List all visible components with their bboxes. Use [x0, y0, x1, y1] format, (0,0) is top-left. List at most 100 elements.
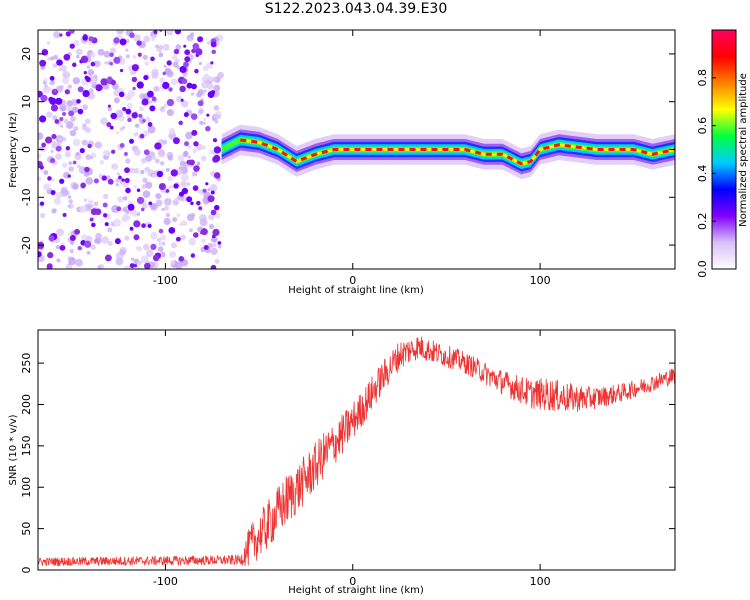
noise-cell-strong: [173, 48, 180, 55]
noise-cell: [90, 81, 95, 86]
noise-cell-strong: [211, 49, 217, 55]
noise-cell: [113, 218, 122, 227]
noise-cell-strong: [151, 96, 157, 102]
noise-cell: [144, 116, 151, 123]
noise-cell: [100, 117, 108, 126]
noise-cell: [145, 181, 153, 189]
noise-cell-strong: [59, 33, 63, 37]
noise-cell: [140, 169, 145, 175]
noise-cell: [175, 44, 182, 51]
noise-cell: [88, 199, 94, 205]
noise-cell-strong: [192, 42, 200, 50]
noise-cell: [151, 173, 157, 179]
noise-cell-strong: [136, 196, 145, 205]
noise-cell: [164, 205, 169, 211]
noise-cell: [165, 212, 171, 218]
noise-cell-strong: [129, 263, 135, 269]
noise-cell: [75, 151, 80, 156]
noise-cell: [50, 149, 54, 153]
noise-cell-strong: [154, 142, 162, 150]
noise-cell-strong: [175, 236, 181, 242]
spectrogram-y-tick-label-3: 10: [20, 95, 33, 109]
noise-cell-strong: [205, 182, 209, 186]
noise-cell: [170, 78, 178, 86]
noise-cell: [166, 70, 174, 78]
colorbar-tick-label-4: 0.8: [696, 69, 709, 87]
noise-cell: [85, 154, 92, 160]
noise-cell-strong: [195, 48, 203, 56]
noise-cell-strong: [85, 76, 91, 83]
noise-cell-strong: [55, 145, 62, 152]
noise-cell: [116, 131, 120, 135]
noise-cell: [124, 235, 130, 241]
noise-cell-strong: [200, 228, 208, 236]
noise-cell: [115, 183, 119, 187]
noise-cell-strong: [212, 138, 218, 143]
noise-cell-strong: [109, 125, 114, 130]
snr-x-tick-label-2: 100: [530, 575, 551, 588]
noise-cell-strong: [190, 113, 198, 120]
spectrogram-heatmap: [38, 30, 675, 269]
noise-cell-strong: [67, 174, 71, 178]
noise-cell-strong: [69, 30, 75, 34]
noise-cell: [171, 54, 178, 61]
noise-cell-strong: [79, 147, 85, 154]
noise-cell: [125, 48, 129, 52]
noise-cell: [73, 40, 80, 46]
noise-cell: [199, 120, 204, 125]
noise-cell: [119, 127, 124, 132]
noise-cell: [168, 250, 177, 259]
noise-cell-strong: [132, 86, 136, 91]
noise-cell-strong: [125, 108, 132, 115]
noise-cell: [125, 54, 130, 59]
snr-y-tick-label-4: 200: [20, 394, 33, 415]
noise-cell: [110, 47, 117, 54]
noise-cell: [40, 212, 46, 219]
noise-cell: [103, 50, 111, 58]
noise-cell: [55, 228, 64, 237]
noise-cell-strong: [131, 112, 138, 119]
noise-cell: [168, 127, 176, 135]
noise-cell-strong: [39, 115, 47, 123]
noise-cell: [60, 186, 68, 195]
noise-cell-strong: [186, 82, 193, 89]
noise-cell: [210, 247, 218, 256]
noise-cell: [117, 196, 124, 203]
noise-cell: [188, 228, 193, 233]
noise-cell-strong: [113, 56, 121, 64]
noise-cell: [214, 119, 219, 124]
noise-cell: [50, 80, 56, 85]
noise-cell: [212, 242, 217, 248]
noise-cell-strong: [40, 94, 48, 102]
noise-cell: [163, 217, 171, 226]
noise-cell-strong: [127, 117, 132, 123]
noise-cell: [155, 44, 160, 49]
noise-cell-strong: [212, 228, 220, 236]
noise-cell-strong: [183, 112, 189, 118]
noise-cell-strong: [48, 235, 55, 242]
noise-cell: [125, 38, 130, 43]
noise-cell-strong: [90, 61, 96, 67]
noise-cell-strong: [45, 136, 53, 144]
noise-cell-strong: [59, 244, 66, 251]
snr-y-tick-label-5: 250: [20, 353, 33, 374]
noise-cell-strong: [129, 226, 134, 231]
noise-cell: [61, 107, 65, 111]
noise-cell: [135, 246, 139, 250]
noise-cell: [142, 177, 148, 183]
noise-cell: [140, 157, 147, 164]
noise-cell-strong: [210, 264, 217, 269]
snr-y-label: SNR (10 * v/v): [8, 414, 19, 485]
noise-cell-strong: [46, 263, 53, 269]
noise-cell-strong: [168, 87, 173, 92]
noise-cell-strong: [119, 143, 125, 148]
noise-cell-strong: [38, 251, 42, 258]
noise-cell: [83, 198, 88, 202]
noise-cell: [159, 77, 165, 84]
noise-cell-strong: [191, 83, 197, 90]
noise-cell-strong: [107, 178, 114, 185]
noise-cell: [67, 204, 71, 208]
noise-cell: [56, 258, 61, 263]
noise-cell-strong: [104, 254, 112, 262]
noise-cell-strong: [41, 142, 47, 148]
